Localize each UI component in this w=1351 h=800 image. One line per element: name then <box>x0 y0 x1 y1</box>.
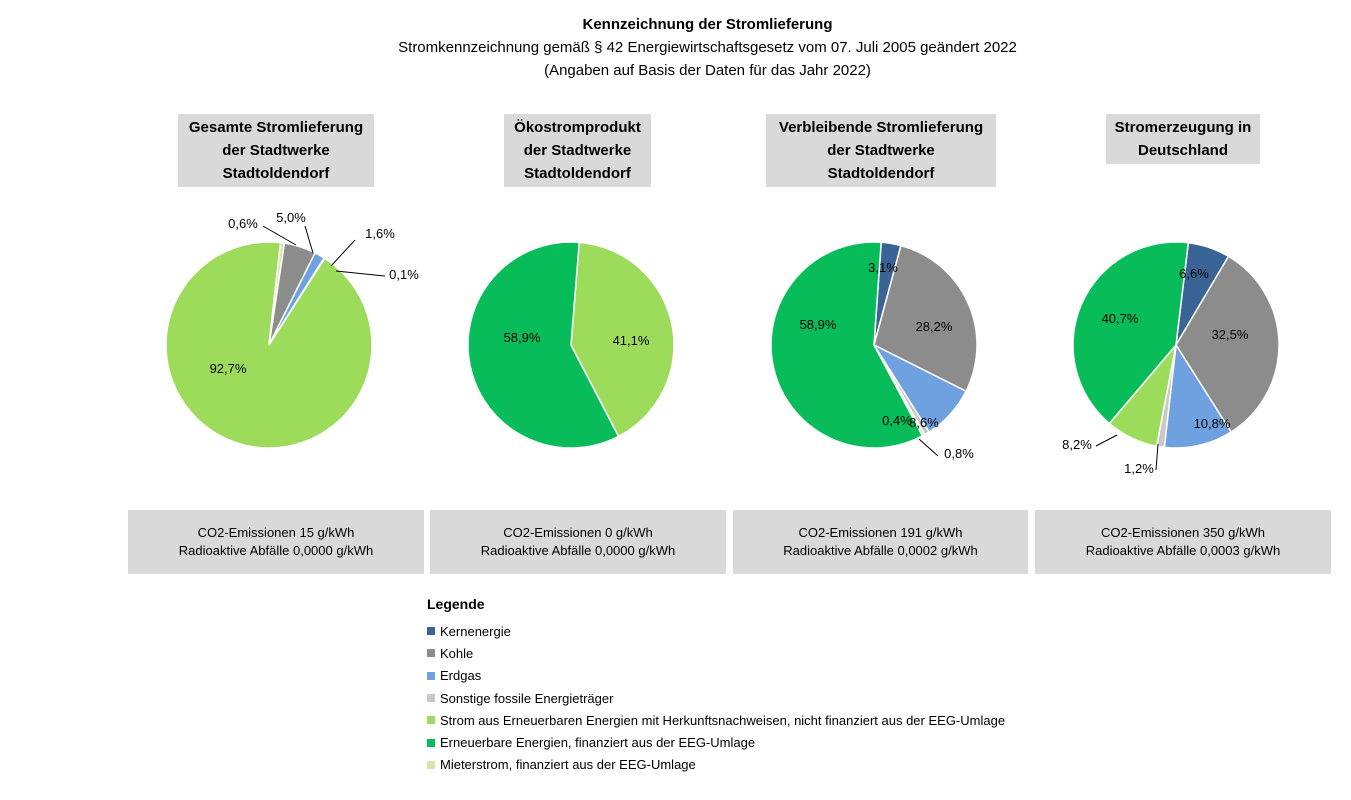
data-label: 0,6% <box>228 216 258 231</box>
data-label: 10,8% <box>1194 416 1231 431</box>
legend: Legende Kernenergie Kohle Erdgas Sonstige f… <box>427 596 1005 776</box>
legend-label: Mieterstrom, finanziert aus der EEG-Umla… <box>440 757 696 773</box>
data-label: 1,2% <box>1124 461 1154 476</box>
chart-title-line: der Stadtwerke <box>827 142 935 159</box>
pie-slice <box>873 244 978 393</box>
data-label: 32,5% <box>1212 327 1249 342</box>
legend-label: Sonstige fossile Energieträger <box>440 690 614 706</box>
page-note: (Angaben auf Basis der Daten für das Jah… <box>544 62 871 79</box>
pie-chart-0: 5,0% 1,6% 0,1% 92,7% 0,6% <box>165 210 419 449</box>
pie-slice <box>570 241 675 438</box>
co2-emissions: CO2-Emissionen 350 g/kWh <box>1100 525 1265 540</box>
chart-title-gesamt: Gesamte Stromlieferung der Stadtwerke St… <box>178 114 374 187</box>
legend-swatch <box>427 627 435 636</box>
legend-label: Erneuerbare Energien, finanziert aus der… <box>440 735 756 751</box>
legend-swatch <box>427 760 435 769</box>
legend-item: Mieterstrom, finanziert aus der EEG-Umla… <box>427 754 1005 776</box>
legend-item: Kernenergie <box>427 620 1005 642</box>
pie-charts: 5,0% 1,6% 0,1% 92,7% 0,6% 41,1% 58,9% 3,1% 28,2%… <box>165 210 1280 476</box>
chart-title-line: Verbleibende Stromlieferung <box>778 119 984 136</box>
chart-title-line: Ökostromprodukt <box>514 119 641 136</box>
chart-title-line: der Stadtwerke <box>222 142 330 159</box>
chart-title-line: Stadtoldendorf <box>524 165 631 182</box>
radioactive-waste: Radioaktive Abfälle 0,0000 g/kWh <box>480 543 676 558</box>
pie-chart-3: 6,6% 32,5% 10,8% 1,2% 8,2% 40,7% <box>1062 241 1280 476</box>
info-box-gesamt: CO2-Emissionen 15 g/kWh Radioaktive Abfä… <box>128 510 424 574</box>
legend-swatch <box>427 671 435 680</box>
legend-title: Legende <box>427 596 485 612</box>
pie-slice <box>268 241 286 346</box>
info-box-verbleibend: CO2-Emissionen 191 g/kWh Radioaktive Abf… <box>733 510 1028 574</box>
legend-label: Kohle <box>440 645 474 661</box>
page-subtitle: Stromkennzeichnung gemäß § 42 Energiewir… <box>398 39 1017 56</box>
radioactive-waste: Radioaktive Abfälle 0,0002 g/kWh <box>783 543 978 558</box>
legend-swatch <box>427 649 435 658</box>
pie-slice <box>1072 241 1190 425</box>
data-label: 0,1% <box>389 267 419 282</box>
data-label: 0,4% <box>882 413 912 428</box>
legend-label: Strom aus Erneuerbaren Energien mit Herk… <box>440 712 1006 728</box>
legend-label: Kernenergie <box>440 623 511 639</box>
chart-title-line: Gesamte Stromlieferung <box>188 119 364 136</box>
co2-emissions: CO2-Emissionen 15 g/kWh <box>197 525 355 540</box>
data-label: 28,2% <box>916 319 953 334</box>
leader-line <box>918 438 939 457</box>
legend-item: Strom aus Erneuerbaren Energien mit Herk… <box>427 709 1005 731</box>
chart-title-oekostrom: Ökostromprodukt der Stadtwerke Stadtolde… <box>504 114 651 187</box>
leader-line <box>1095 434 1118 447</box>
data-label: 41,1% <box>613 333 650 348</box>
pie-slice <box>1163 342 1233 449</box>
legend-items: Kernenergie Kohle Erdgas Sonstige fossile E… <box>427 620 1005 776</box>
pie-chart-2: 3,1% 28,2% 8,6% 0,8% 0,4% 58,9% <box>770 241 978 461</box>
co2-emissions: CO2-Emissionen 191 g/kWh <box>798 525 963 540</box>
legend-label: Erdgas <box>440 668 482 684</box>
legend-swatch <box>427 738 435 747</box>
data-label: 58,9% <box>504 330 541 345</box>
info-box-deutschland: CO2-Emissionen 350 g/kWh Radioaktive Abf… <box>1035 510 1331 574</box>
chart-title-line: der Stadtwerke <box>523 142 632 159</box>
chart-title-deutschland: Stromerzeugung in Deutschland <box>1106 114 1260 164</box>
leader-line <box>335 270 386 277</box>
data-label: 3,1% <box>868 260 898 275</box>
chart-title-line: Stadtoldendorf <box>827 165 935 182</box>
pie-slice <box>467 241 620 449</box>
data-label: 8,2% <box>1062 437 1092 452</box>
data-label: 1,6% <box>365 226 395 241</box>
data-label: 58,9% <box>800 317 837 332</box>
pie-slice <box>1175 255 1280 434</box>
leader-line <box>330 239 356 267</box>
pie-chart-1: 41,1% 58,9% <box>467 241 675 449</box>
leader-line <box>304 225 314 254</box>
chart-title-line: Stadtoldendorf <box>222 165 330 182</box>
legend-item: Erneuerbare Energien, finanziert aus der… <box>427 731 1005 753</box>
leader-line <box>262 225 297 246</box>
legend-item: Kohle <box>427 642 1005 664</box>
legend-item: Sonstige fossile Energieträger <box>427 687 1005 709</box>
co2-emissions: CO2-Emissionen 0 g/kWh <box>503 525 653 540</box>
info-box-oekostrom: CO2-Emissionen 0 g/kWh Radioaktive Abfäl… <box>430 510 726 574</box>
chart-title-verbleibend: Verbleibende Stromlieferung der Stadtwer… <box>766 114 996 187</box>
radioactive-waste: Radioaktive Abfälle 0,0000 g/kWh <box>178 543 374 558</box>
data-label: 5,0% <box>276 210 306 225</box>
data-label: 92,7% <box>210 361 247 376</box>
data-label: 8,6% <box>909 415 939 430</box>
legend-swatch <box>427 716 435 725</box>
page-title: Kennzeichnung der Stromlieferung <box>582 16 833 33</box>
data-label: 6,6% <box>1179 266 1209 281</box>
chart-title-line: Stromerzeugung in <box>1114 119 1252 136</box>
leader-line <box>1155 443 1159 471</box>
pie-slice <box>770 241 924 449</box>
chart-title-line: Deutschland <box>1137 142 1228 159</box>
legend-swatch <box>427 694 435 703</box>
data-label: 0,8% <box>944 446 974 461</box>
data-label: 40,7% <box>1102 311 1139 326</box>
radioactive-waste: Radioaktive Abfälle 0,0003 g/kWh <box>1085 543 1281 558</box>
legend-item: Erdgas <box>427 665 1005 687</box>
